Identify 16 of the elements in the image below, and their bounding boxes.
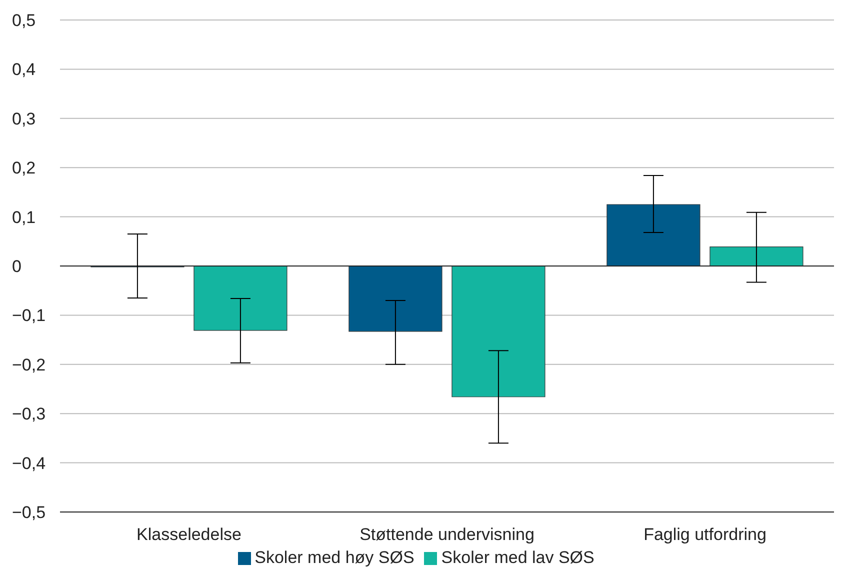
- x-tick-label: Klasseledelse: [136, 525, 242, 544]
- y-tick-label: 0,3: [12, 109, 36, 128]
- legend-label: Skoler med lav SØS: [441, 548, 594, 567]
- x-tick-label: Støttende undervisning: [360, 525, 534, 544]
- x-tick-label: Faglig utfordring: [644, 525, 766, 544]
- y-tick-label: −0,3: [12, 404, 46, 424]
- y-tick-label: −0,1: [12, 306, 46, 326]
- y-tick-label: −0,2: [12, 355, 46, 374]
- y-tick-label: 0,1: [12, 208, 36, 227]
- y-tick-label: −0,5: [12, 503, 46, 522]
- y-tick-label: 0: [12, 257, 22, 276]
- y-tick-label: 0,4: [12, 60, 36, 80]
- y-tick-label: −0,4: [12, 454, 46, 473]
- y-tick-label: 0,5: [12, 11, 36, 30]
- y-tick-label: 0,2: [12, 158, 36, 178]
- legend-label: Skoler med høy SØS: [254, 548, 414, 567]
